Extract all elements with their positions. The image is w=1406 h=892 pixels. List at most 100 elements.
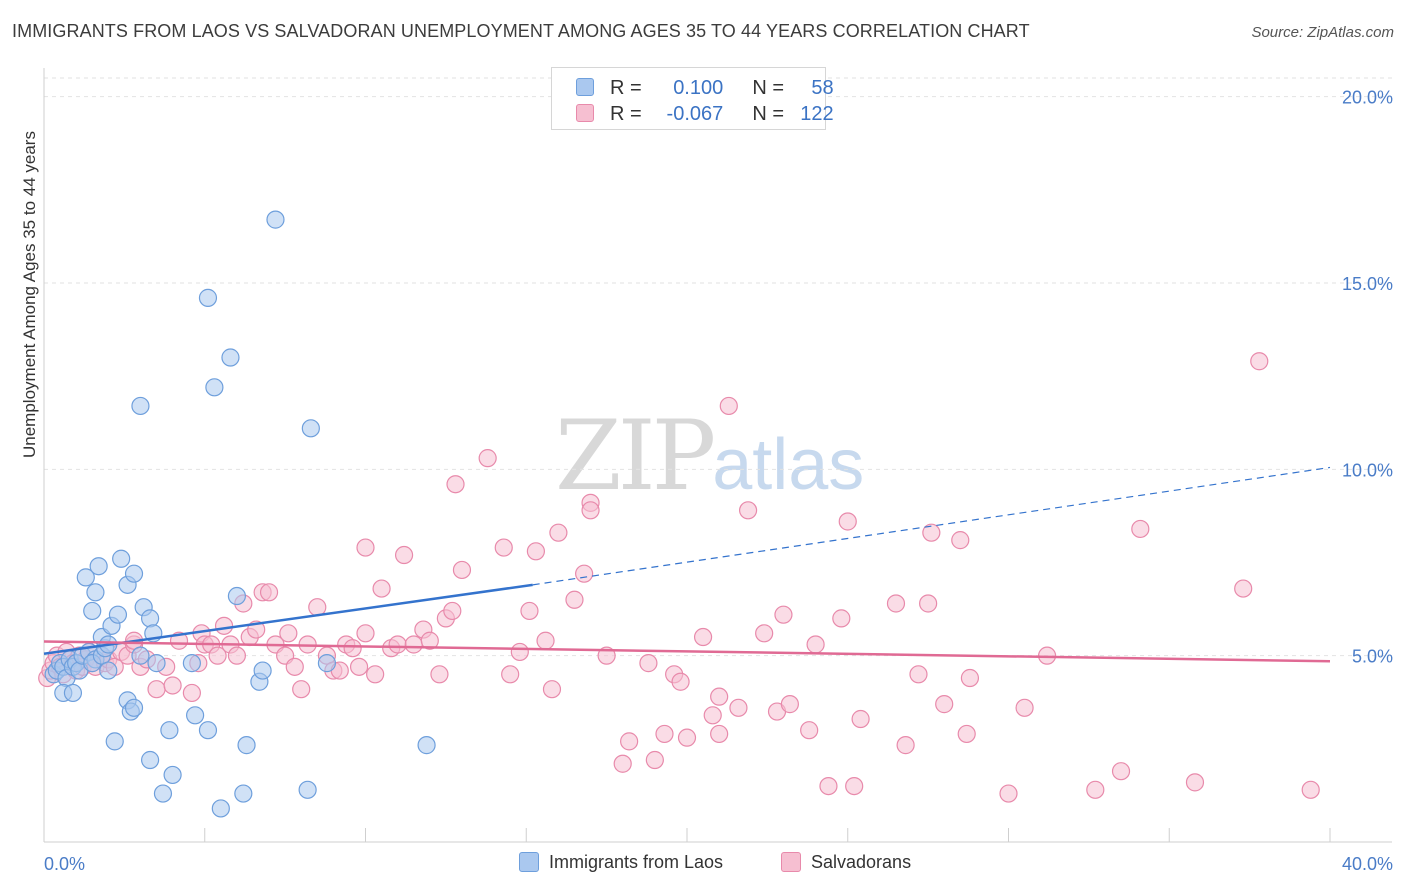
laos-point (198, 721, 218, 740)
salvadoran-point (951, 531, 970, 550)
salvadoran-point (729, 698, 748, 717)
salvadoran-point (581, 501, 600, 520)
salvadoran-point (259, 583, 279, 602)
salvadoran-point (452, 560, 472, 580)
y-tick-label: 20.0% (1342, 88, 1393, 108)
laos-point (266, 210, 285, 229)
laos-point (124, 564, 144, 583)
salvadoran-point (1301, 780, 1320, 799)
salvadoran-point (404, 635, 423, 654)
salvadoran-point (819, 776, 838, 796)
salvadoran-point (620, 732, 639, 751)
laos-point (140, 609, 160, 628)
laos-point (237, 736, 256, 755)
salvadoran-point (356, 538, 375, 557)
salvadoran-point (208, 646, 227, 665)
salvadoran-point (1234, 579, 1253, 598)
laos-point (86, 583, 105, 602)
legend-text-laos: R = 0.100 N = 58 (610, 77, 834, 100)
laos-point (89, 557, 108, 576)
salvadoran-point (806, 635, 825, 654)
y-tick-label: 5.0% (1352, 647, 1393, 667)
salvadoran-point (349, 657, 369, 676)
salvadoran-point (372, 579, 391, 598)
salvadoran-point (1111, 762, 1131, 781)
salvadoran-point (851, 709, 870, 729)
salvadoran-point (1131, 519, 1150, 539)
legend-n-value: 122 (800, 103, 834, 125)
salvadoran-point (565, 590, 584, 609)
salvadoran-point (1086, 780, 1105, 799)
laos-point (301, 419, 320, 438)
watermark-zip: ZIP (555, 400, 716, 512)
legend-r-value: 0.100 (673, 77, 724, 99)
laos-point (108, 605, 128, 624)
salvadoran-point (922, 523, 941, 542)
laos-point (298, 780, 317, 799)
salvadoran-point (501, 665, 520, 684)
salvadoran-point (671, 672, 690, 691)
laos-point (153, 784, 173, 803)
laos-point (140, 750, 160, 770)
salvadoran-point (780, 695, 799, 714)
legend-swatch-salvadorans (576, 104, 594, 122)
salvadoran-point (510, 642, 529, 662)
salvadoran-point (693, 627, 713, 647)
salvadoran-point (774, 605, 793, 624)
salvadoran-point (366, 665, 385, 684)
salvadoran-point (542, 680, 562, 699)
salvadoran-point (935, 695, 954, 714)
legend-r-value: -0.067 (666, 103, 724, 125)
salvadoran-point (478, 449, 497, 468)
salvadoran-point (896, 736, 915, 755)
salvadoran-point (420, 631, 439, 650)
salvadoran-point (549, 523, 568, 542)
salvadoran-point (526, 542, 545, 561)
laos-point (147, 654, 166, 673)
laos-point (182, 654, 201, 673)
laos-point (417, 736, 436, 755)
salvadoran-point (738, 501, 758, 520)
salvadoran-point (710, 687, 729, 706)
salvadoran-point (909, 665, 928, 684)
chart-title: IMMIGRANTS FROM LAOS VS SALVADORAN UNEMP… (12, 21, 1030, 41)
salvadoran-point (147, 680, 166, 699)
laos-point (221, 348, 240, 367)
salvadoran-point (755, 624, 774, 643)
salvadoran-point (845, 776, 864, 796)
salvadoran-point (957, 724, 976, 744)
salvadoran-point (639, 654, 658, 673)
laos-point (76, 568, 95, 587)
salvadoran-trend-line (43, 640, 1331, 663)
salvadoran-point (838, 512, 857, 531)
laos-point (234, 784, 253, 803)
salvadoran-point (163, 676, 182, 695)
salvadoran-point (356, 624, 375, 643)
salvadoran-point (279, 624, 298, 643)
salvadoran-point (1015, 698, 1034, 717)
legend-r-label: R = (610, 77, 642, 99)
salvadoran-point (710, 724, 729, 744)
salvadoran-point (919, 594, 938, 613)
salvadoran-point (800, 721, 819, 740)
laos-point (198, 288, 218, 307)
salvadoran-point (536, 631, 555, 650)
watermark-atlas: atlas (712, 425, 865, 505)
salvadoran-point (655, 724, 674, 744)
salvadoran-point (719, 396, 738, 416)
x-tick-label: 40.0% (1342, 854, 1393, 874)
laos-point (124, 698, 144, 717)
salvadoran-point (886, 594, 906, 613)
laos-point (227, 586, 246, 606)
legend-n-label: N = (752, 103, 785, 125)
salvadoran-point (960, 668, 980, 688)
laos-trend-extension (532, 466, 1331, 586)
laos-point (131, 646, 150, 665)
salvadoran-point (520, 601, 539, 621)
y-tick-label: 15.0% (1342, 274, 1393, 294)
laos-point (105, 732, 124, 751)
laos-point (317, 654, 337, 673)
laos-point (163, 765, 182, 785)
salvadoran-point (645, 750, 664, 770)
